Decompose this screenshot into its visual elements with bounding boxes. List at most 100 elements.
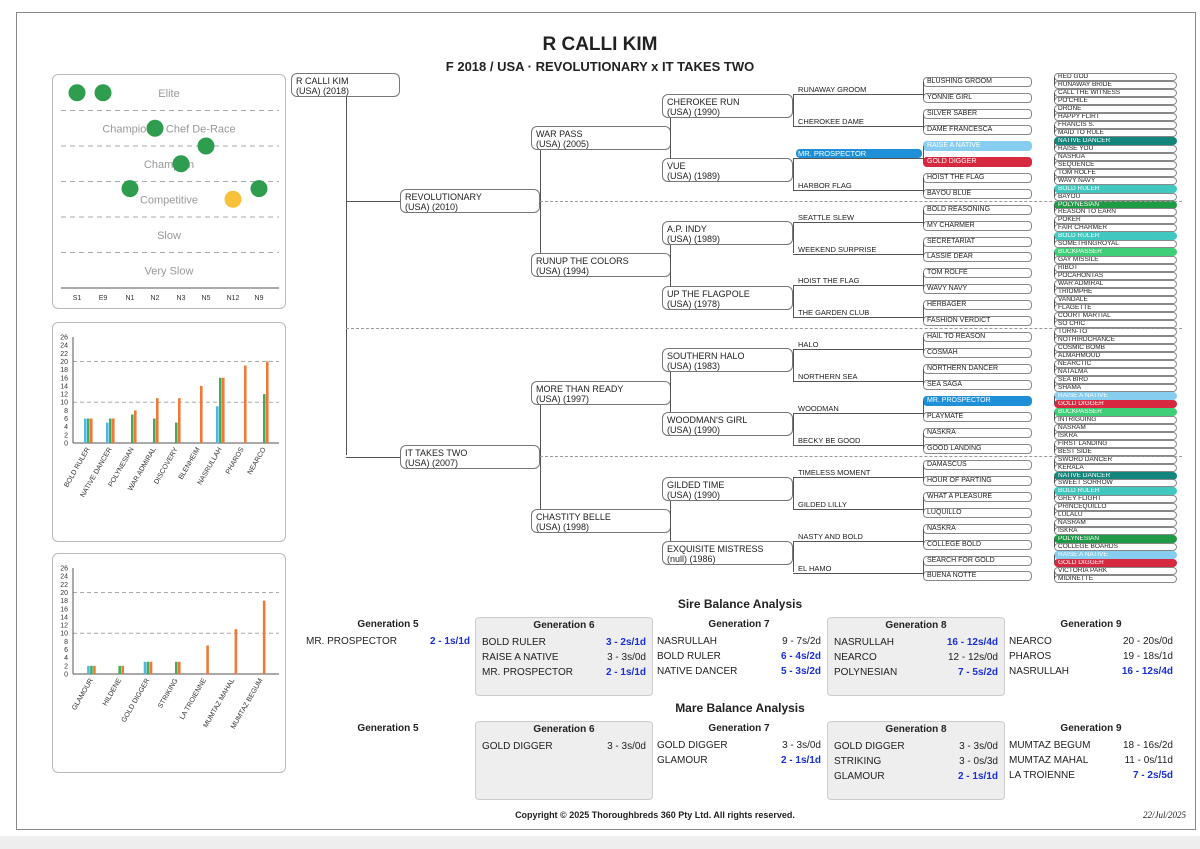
generation-column: Generation 6 BOLD RULER 3 - 2s/1d RAISE A N… [475,617,653,696]
ancestor-name: GOLD DIGGER [657,740,728,751]
balance-row: MR. PROSPECTOR 2 - 1s/1d [476,665,652,680]
connector-line [1054,92,1055,101]
connector-line [923,496,924,513]
bar [178,398,181,443]
horse-name: RUNUP THE COLORS [536,256,629,266]
gen7-horse: VICTORIA PARK [1054,567,1177,576]
gen5-horse: SEATTLE SLEW [798,212,855,222]
horse-name: MORE THAN READY [536,384,624,394]
connector-line [923,337,924,354]
bar [222,377,225,443]
ancestor-name: PHAROS [1009,651,1052,662]
horse-name: CHASTITY BELLE [536,512,611,522]
gen6-horse: PLAYMATE [923,411,1032,422]
gen7-horse: PO'CHILE [1054,96,1177,105]
grandparent-box: MORE THAN READY (USA) (1997) [531,381,671,405]
gen6-horse: TOM ROLFE [923,268,1032,279]
gen6-horse: NASKRA [923,523,1032,534]
connector-line [923,432,924,449]
bar [266,361,269,443]
y-tick-label: 26 [60,566,68,573]
class-marker [172,155,190,173]
generation-label: Generation 9 [1060,619,1122,630]
x-tick-label: LA TROIENNE [179,677,208,721]
connector-line [1054,491,1055,500]
balance-value: 5 - 3s/2d [780,666,821,677]
gen6-horse: NORTHERN DANCER [923,364,1032,375]
y-tick-label: 12 [60,623,68,630]
balance-value: 3 - 3s/0d [782,740,821,751]
report-date: 22/Jul/2025 [1143,810,1186,820]
ancestor-name: NASRULLAH [834,637,895,648]
gen7-horse: DRONE [1054,104,1177,113]
gen5-horse: CHEROKEE DAME [798,116,864,126]
ancestor-name: BOLD RULER [482,637,546,648]
gen7-horse: FAIR CHARMER [1054,224,1177,233]
connector-line [793,349,923,351]
horse-detail: (USA) (2010) [405,202,459,212]
bar [84,418,87,443]
bar [106,422,109,443]
bar [87,665,90,674]
y-tick-label: 22 [60,582,68,589]
y-tick-label: 24 [60,574,68,581]
great-grandparent-box: UP THE FLAGPOLE (USA) (1978) [662,286,793,310]
connector-line [346,201,400,202]
gen6-horse: SECRETARIAT [923,236,1032,247]
gen5-horse: NORTHERN SEA [798,372,858,382]
gen6-horse: HOUR OF PARTING [923,475,1032,486]
x-tick-label: MUMTAZ MAHAL [202,677,236,729]
gen5-horse: HALO [798,340,819,350]
ancestor-name: GLAMOUR [834,771,885,782]
gen6-horse: SEA SAGA [923,380,1032,391]
balance-row: PHAROS 19 - 18s/1d [1003,649,1179,664]
gen7-horse: BOLD RULER [1054,487,1177,496]
gen6-horse: SEARCH FOR GOLD [923,555,1032,566]
gen7-horse: POLYNESIAN [1054,535,1177,544]
ancestor-name: NATIVE DANCER [657,666,738,677]
connector-line [923,401,924,417]
ancestor-name: NEARCO [834,652,877,663]
balance-row: NASRULLAH 16 - 12s/4d [1003,664,1179,679]
gen7-horse: MIDINETTE [1054,575,1177,584]
y-tick-label: 20 [60,590,68,597]
class-label: Very Slow [145,265,194,277]
class-tick-label: S1 [73,295,82,302]
connector-line [793,125,923,127]
balance-row: LA TROIENNE 7 - 2s/5d [1003,768,1179,783]
generation-column: Generation 6 GOLD DIGGER 3 - 3s/0d [475,721,653,800]
bar [90,665,93,674]
gen7-horse: COLLEGE BOARDS [1054,543,1177,552]
gen6-horse: DAME FRANCESCA [923,124,1032,135]
balance-row: BOLD RULER 6 - 4s/2d [651,649,827,664]
great-grandparent-box: CHEROKEE RUN (USA) (1990) [662,94,793,118]
balance-row: NATIVE DANCER 5 - 3s/2d [651,664,827,679]
connector-line [1054,300,1055,309]
y-tick-label: 16 [60,606,68,613]
connector-line [1054,443,1055,452]
gen7-horse: NASHUA [1054,152,1177,161]
class-label: Competitive [140,194,198,206]
gen7-horse: RAISE YOU [1054,144,1177,153]
connector-line [793,540,794,573]
gen7-horse: NATIVE DANCER [1054,136,1177,145]
gen6-horse: BLUSHING GROOM [923,77,1032,87]
connector-line [670,106,671,170]
gen7-horse: BUCKPASSER [1054,248,1177,257]
balance-row: GLAMOUR 2 - 1s/1d [828,769,1004,784]
generation-label: Generation 6 [533,724,595,735]
gen6-horse: FASHION VERDICT [923,316,1032,327]
great-grandparent-box: EXQUISITE MISTRESS (null) (1986) [662,541,793,565]
generation-column: Generation 5 [300,721,476,741]
gen7-horse: SWEET SORROW [1054,479,1177,488]
balance-value: 9 - 7s/2d [782,636,821,647]
bar [93,665,96,674]
bar [131,414,134,443]
bar [234,629,238,674]
bar [262,600,266,674]
gen6-horse: LASSIE DEAR [923,252,1032,263]
balance-value: 7 - 5s/2d [957,667,998,678]
gen7-horse: POKER [1054,216,1177,225]
connector-line [1054,204,1055,213]
horse-name: A.P. INDY [667,224,707,234]
